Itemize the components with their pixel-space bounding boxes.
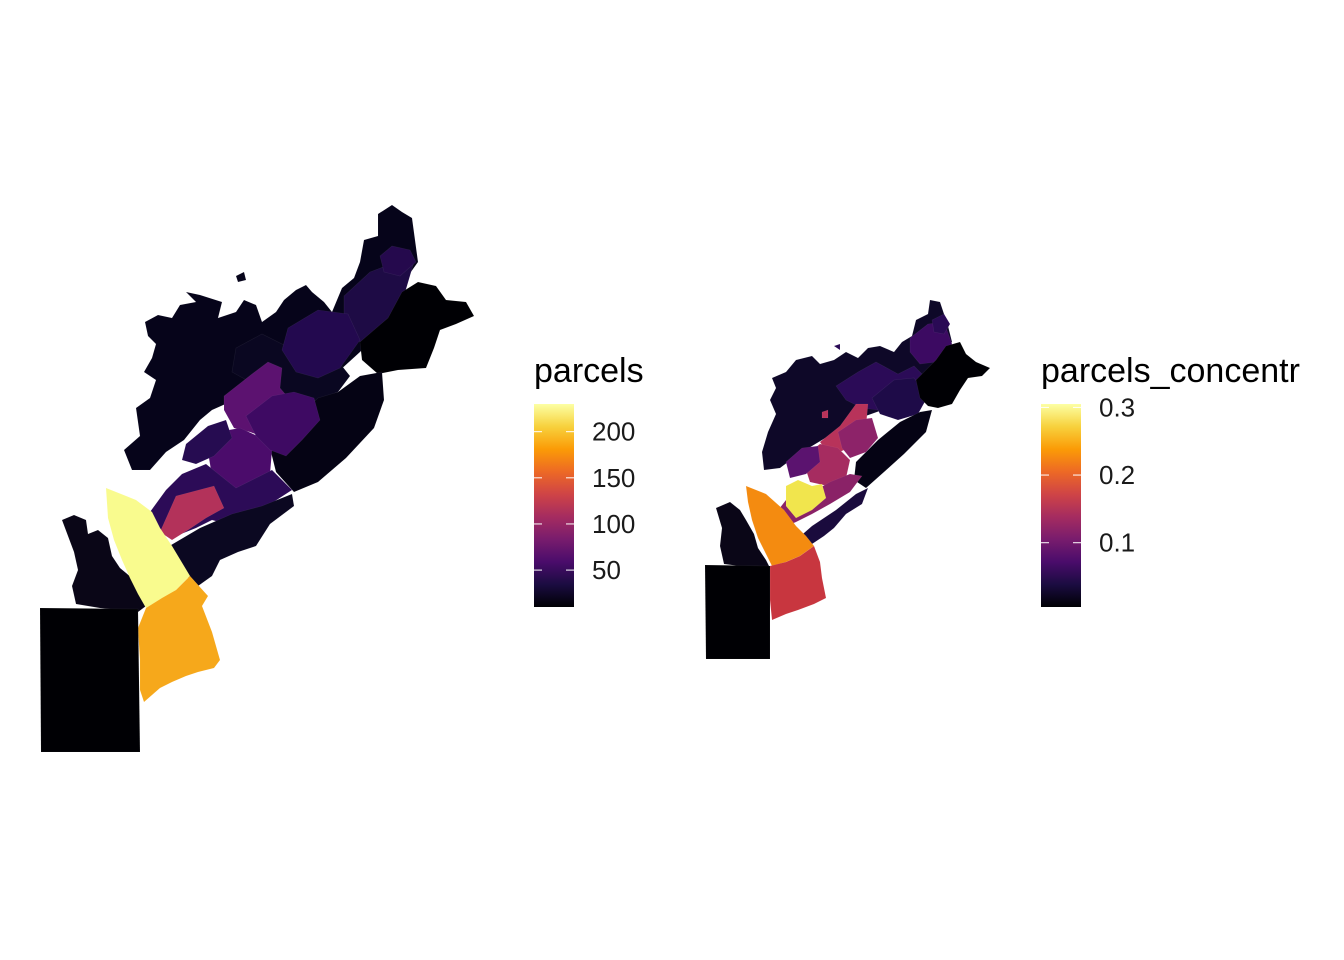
ne-tip-region [931,313,951,335]
colorbar-tick-label: 150 [592,463,635,493]
wedge-bottom-region [769,545,827,621]
colorbar [1041,404,1081,607]
colorbar-tick-label: 0.2 [1099,460,1135,490]
central-c-region [245,391,321,457]
left-choropleth-map [39,204,475,753]
colorbar-ticks: 0.3 0.2 0.1 [1041,392,1135,558]
se-block-region [269,371,385,493]
strip-south-region [165,493,295,587]
colorbar-tick-label: 0.1 [1099,528,1135,558]
colorbar-tick-label: 100 [592,509,635,539]
island-shape [821,409,829,419]
ne-block-b-region [281,309,361,379]
right-legend: parcels_concentr 0.3 0.2 0.1 [1041,352,1300,607]
strip-south-region [795,487,869,545]
right-choropleth-map [704,299,991,660]
far-east-region [359,281,475,375]
island-shape [833,343,841,351]
central-d-region [181,419,233,465]
left-legend: parcels 200 150 100 50 [534,352,644,607]
west-lobe-region [715,501,771,569]
colorbar-tick-label: 50 [592,555,621,585]
wedge-bottom-region [137,575,221,703]
colorbar-tick-label: 0.3 [1099,392,1135,422]
north-mass-region [123,204,419,471]
colorbar-ticks: 200 150 100 50 [534,417,635,585]
map-shapes [704,299,991,660]
far-east-region [915,341,991,409]
central-d-region [785,445,821,479]
colorbar-tick-label: 200 [592,417,635,447]
central-c-region [837,417,879,459]
ne-tip-region [379,245,417,277]
rect-county-region [704,564,771,660]
rect-county-region [39,607,141,753]
colorbar [534,404,574,607]
se-block-region [853,409,933,489]
yellow-patch-region [785,479,827,519]
legend-title: parcels_concentr [1041,352,1300,390]
island-shape [235,271,247,283]
ne-block-b-region [871,377,929,421]
legend-title: parcels [534,352,644,390]
map-shapes [39,204,475,753]
